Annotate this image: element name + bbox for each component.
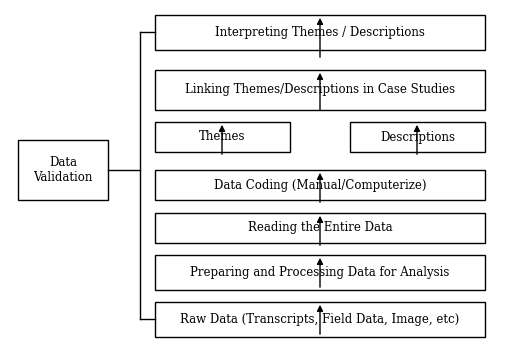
Text: Data Coding (Manual/Computerize): Data Coding (Manual/Computerize) (214, 179, 426, 192)
Text: Linking Themes/Descriptions in Case Studies: Linking Themes/Descriptions in Case Stud… (185, 83, 455, 97)
Bar (155, 255, 485, 290)
Bar (155, 170, 485, 200)
Bar (155, 122, 290, 152)
Bar (350, 122, 485, 152)
Bar (155, 302, 485, 337)
Bar (155, 15, 485, 50)
Text: Preparing and Processing Data for Analysis: Preparing and Processing Data for Analys… (190, 266, 450, 279)
Bar (18, 140, 108, 200)
Bar (155, 70, 485, 110)
Text: Themes: Themes (199, 131, 246, 144)
Bar (155, 213, 485, 243)
Text: Reading the Entire Data: Reading the Entire Data (248, 222, 392, 234)
Text: Descriptions: Descriptions (380, 131, 455, 144)
Text: Raw Data (Transcripts, Field Data, Image, etc): Raw Data (Transcripts, Field Data, Image… (180, 313, 460, 326)
Text: Data
Validation: Data Validation (34, 156, 92, 184)
Text: Interpreting Themes / Descriptions: Interpreting Themes / Descriptions (215, 26, 425, 39)
